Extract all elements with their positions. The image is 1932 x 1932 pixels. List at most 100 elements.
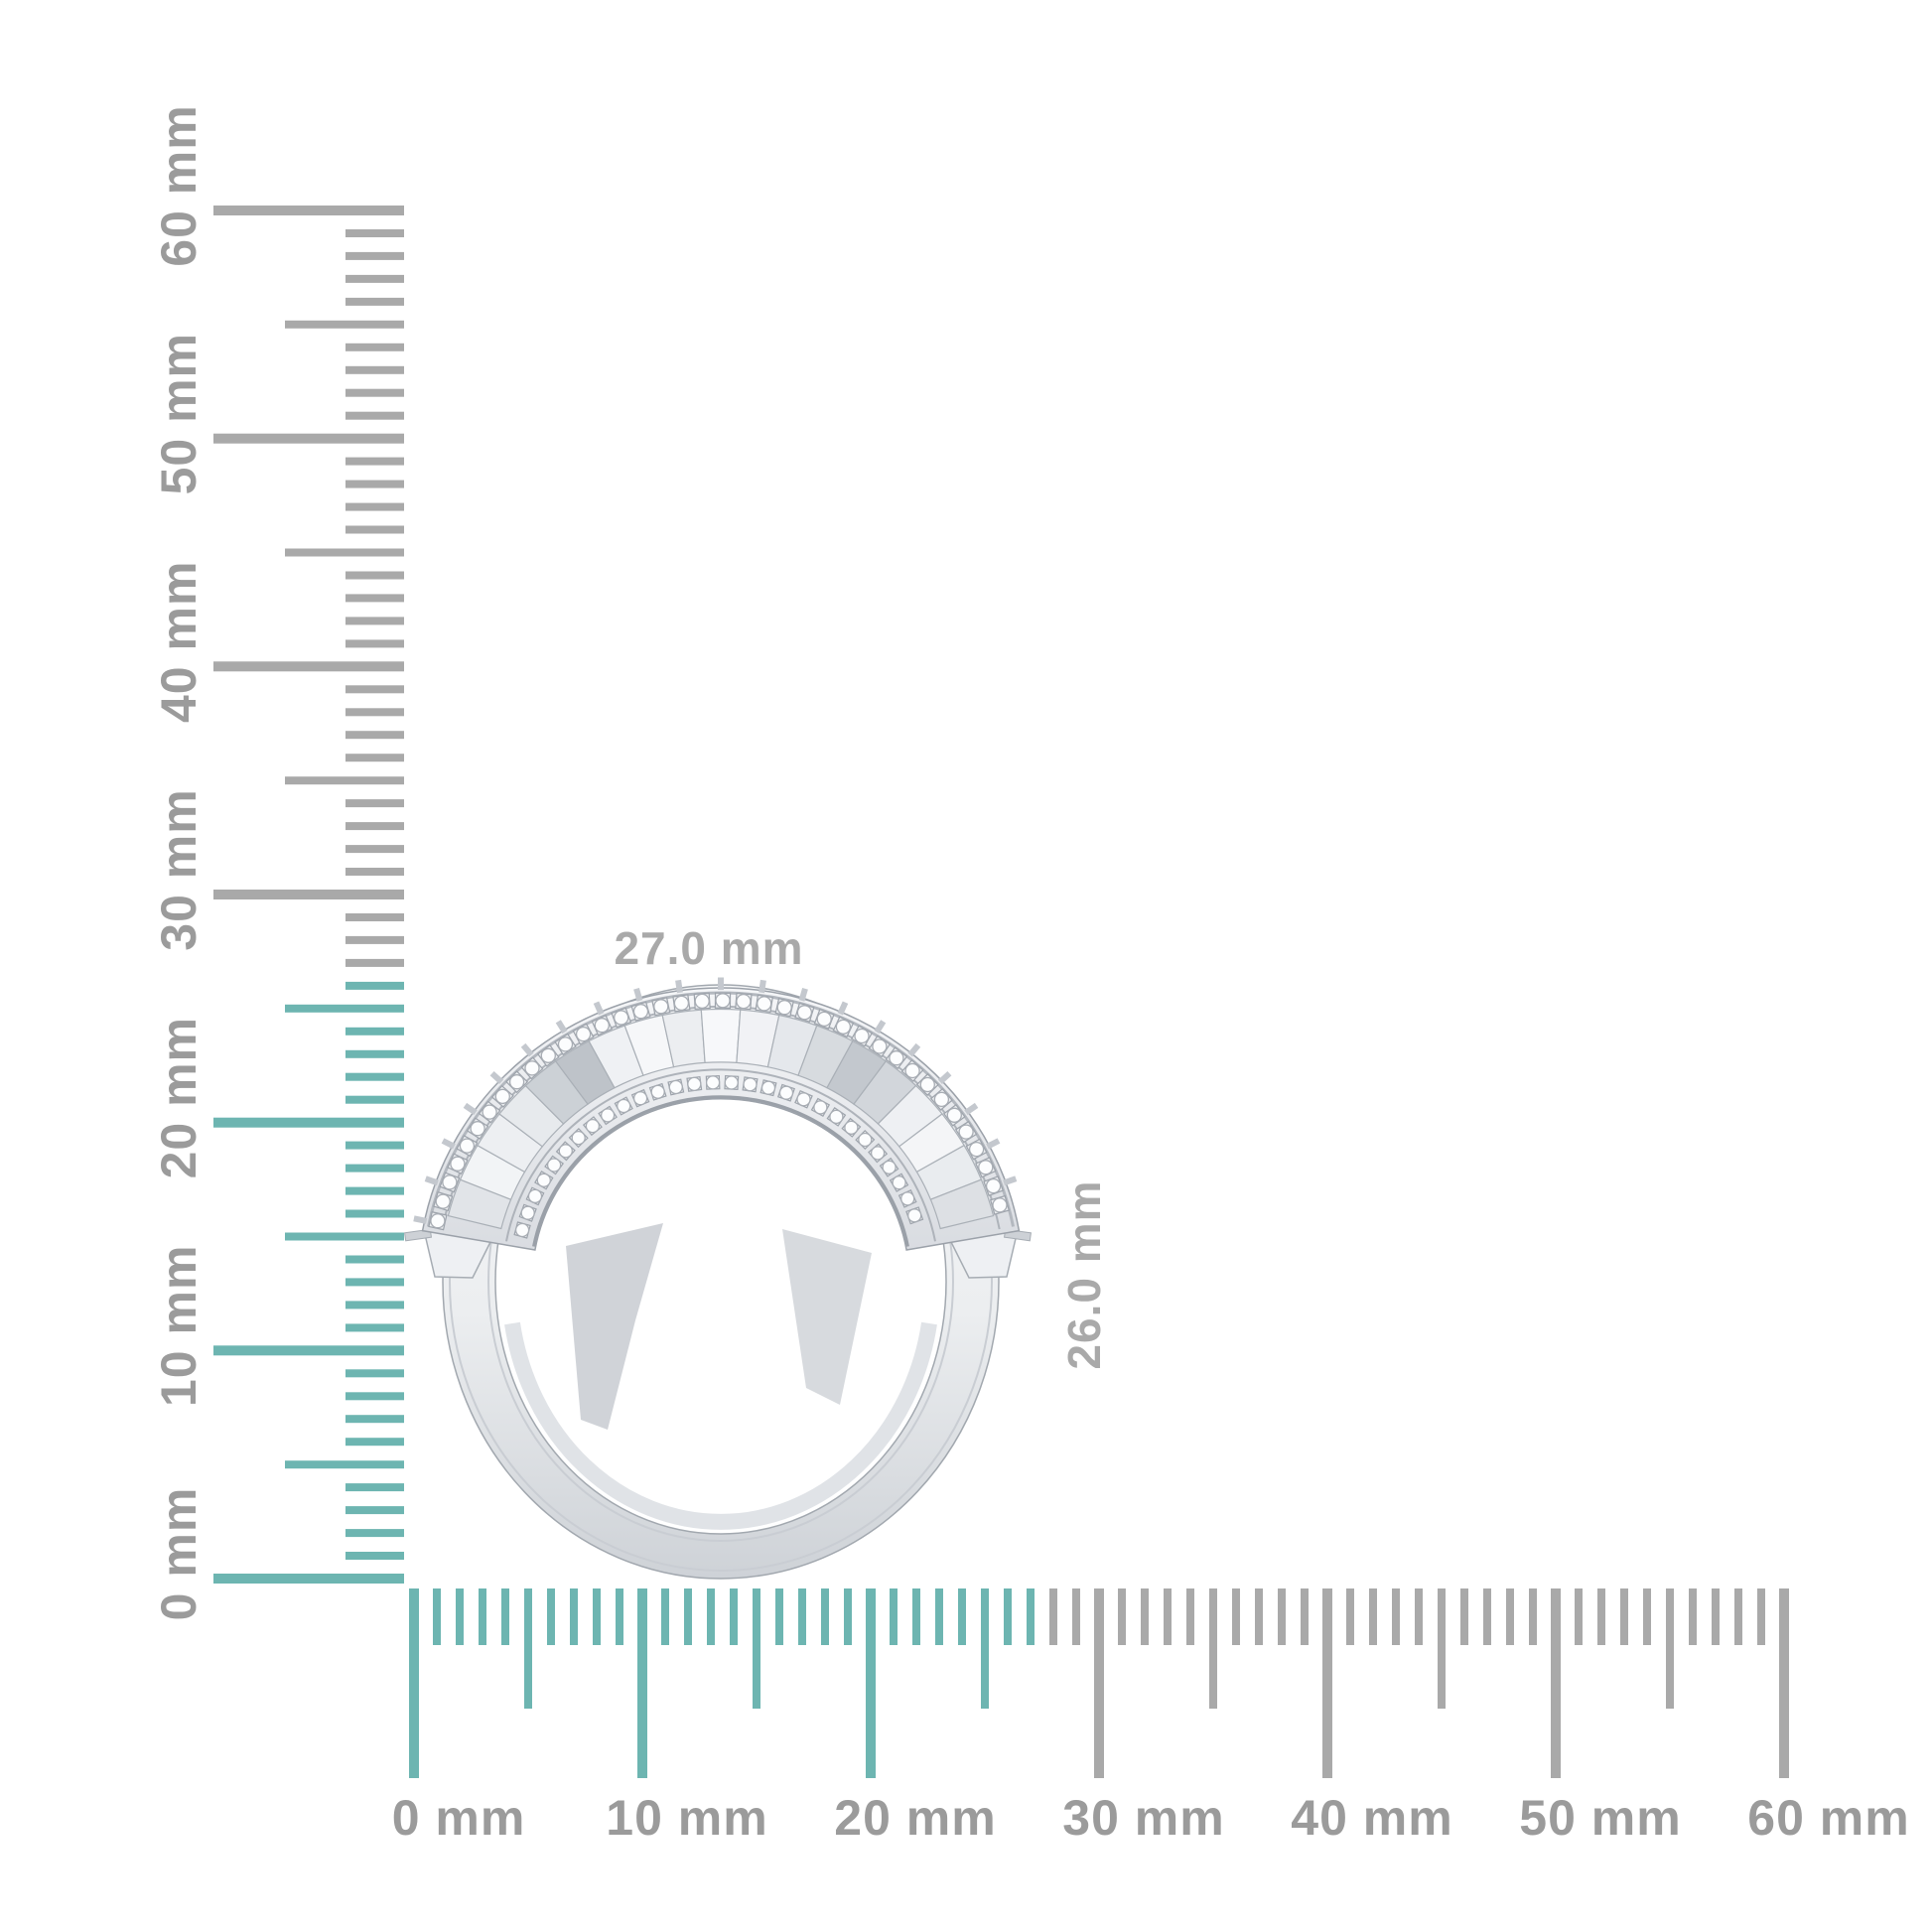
vertical-ruler-tick [345,388,404,397]
horizontal-ruler-tick [1734,1588,1742,1645]
vertical-ruler-tick [213,1345,404,1356]
vertical-ruler-tick [345,1529,404,1538]
crown-prong [555,1020,568,1035]
horizontal-ruler-label: 20 mm [834,1790,996,1846]
vertical-ruler-tick [345,935,404,944]
diamond [776,1000,792,1016]
vertical-ruler-tick [345,1072,404,1081]
diamond [694,993,710,1010]
vertical-ruler-tick [345,1323,404,1332]
diamond [494,1088,510,1105]
horizontal-ruler-tick [547,1588,555,1645]
horizontal-ruler-tick [1779,1588,1789,1778]
horizontal-ruler-tick [1415,1588,1423,1645]
diamond [520,1205,535,1220]
horizontal-ruler: 0 mm 10 mm 20 mm 30 mm 40 mm 50 mm 60 mm [392,1588,1909,1846]
horizontal-ruler-tick [1232,1588,1240,1645]
diamond [715,993,731,1009]
horizontal-ruler-tick [958,1588,966,1645]
diamond [858,1132,873,1148]
diamond [482,1104,497,1120]
diamond [844,1120,859,1135]
diamond [687,1076,702,1092]
horizontal-ruler-tick [1483,1588,1491,1645]
diamond [527,1188,543,1204]
vertical-ruler-tick [345,1483,404,1492]
horizontal-ruler-label: 40 mm [1291,1790,1452,1846]
vertical-ruler-tick [213,1117,404,1128]
crown-prong [837,1001,849,1016]
crown-prong [413,1215,428,1224]
vertical-ruler-tick [285,1004,404,1013]
horizontal-ruler-tick [1643,1588,1651,1645]
vertical-ruler-tick [285,548,404,557]
horizontal-ruler-tick [707,1588,715,1645]
horizontal-ruler-tick [1027,1588,1035,1645]
vertical-ruler-label: 40 mm [151,561,207,723]
diamond [668,1079,683,1095]
vertical-ruler-tick [345,1164,404,1173]
diamond [933,1091,950,1108]
vertical-ruler-label: 60 mm [151,104,207,266]
horizontal-ruler-tick [1369,1588,1377,1645]
horizontal-ruler-tick [479,1588,486,1645]
horizontal-ruler-label: 10 mm [606,1790,767,1846]
vertical-ruler-label: 10 mm [151,1245,207,1407]
diamond [536,1173,551,1187]
horizontal-ruler-tick [1004,1588,1012,1645]
vertical-ruler-tick [345,981,404,990]
vertical-ruler-tick [213,661,404,672]
diamond [557,1036,574,1052]
diamond [919,1076,935,1093]
horizontal-ruler-tick [501,1588,509,1645]
diamond [968,1141,985,1158]
vertical-ruler-tick [345,868,404,876]
diamond [736,993,752,1010]
diamond [889,1050,904,1066]
vertical-ruler-tick [345,913,404,921]
diamond [816,1011,832,1028]
horizontal-ruler-tick [912,1588,920,1645]
vertical-ruler-tick [345,502,404,511]
crown-rail [505,1068,936,1242]
vertical-ruler-tick [345,1186,404,1195]
vertical-ruler-tick [345,822,404,831]
crown-facet [700,1008,742,1064]
diamond [854,1028,870,1044]
crown-inner-rail [532,1095,909,1247]
ring-illustration [404,977,1032,1580]
ring-height-label: 26.0 mm [1058,1179,1110,1369]
crown-prong [798,987,808,1002]
horizontal-ruler-tick [730,1588,738,1645]
crown-prong [759,979,766,994]
crown-prong [1003,1175,1018,1186]
diamond [514,1222,530,1238]
diamond [508,1074,525,1090]
vertical-ruler-tick [345,1552,404,1560]
diamond [594,1018,610,1034]
diamond [558,1144,573,1159]
vertical-ruler-tick [345,594,404,603]
diamond [705,1075,721,1090]
diamond [650,1084,665,1099]
vertical-ruler-tick [345,297,404,306]
horizontal-ruler-tick [798,1588,806,1645]
vertical-ruler-tick [345,251,404,260]
crown-prong [964,1102,979,1116]
horizontal-ruler-tick [433,1588,441,1645]
vertical-ruler-tick [345,365,404,374]
vertical-ruler-tick [213,433,404,444]
horizontal-ruler-tick [1757,1588,1765,1645]
crown-prong [463,1102,478,1116]
horizontal-ruler-tick [1346,1588,1354,1645]
vertical-ruler-tick [345,457,404,466]
diamond [743,1077,758,1092]
horizontal-ruler-label: 30 mm [1062,1790,1224,1846]
diamond [585,1118,601,1134]
vertical-ruler-label: 30 mm [151,788,207,950]
horizontal-ruler-tick [456,1588,464,1645]
horizontal-ruler-tick [1712,1588,1720,1645]
diamond [673,995,690,1012]
horizontal-ruler-tick [1141,1588,1149,1645]
